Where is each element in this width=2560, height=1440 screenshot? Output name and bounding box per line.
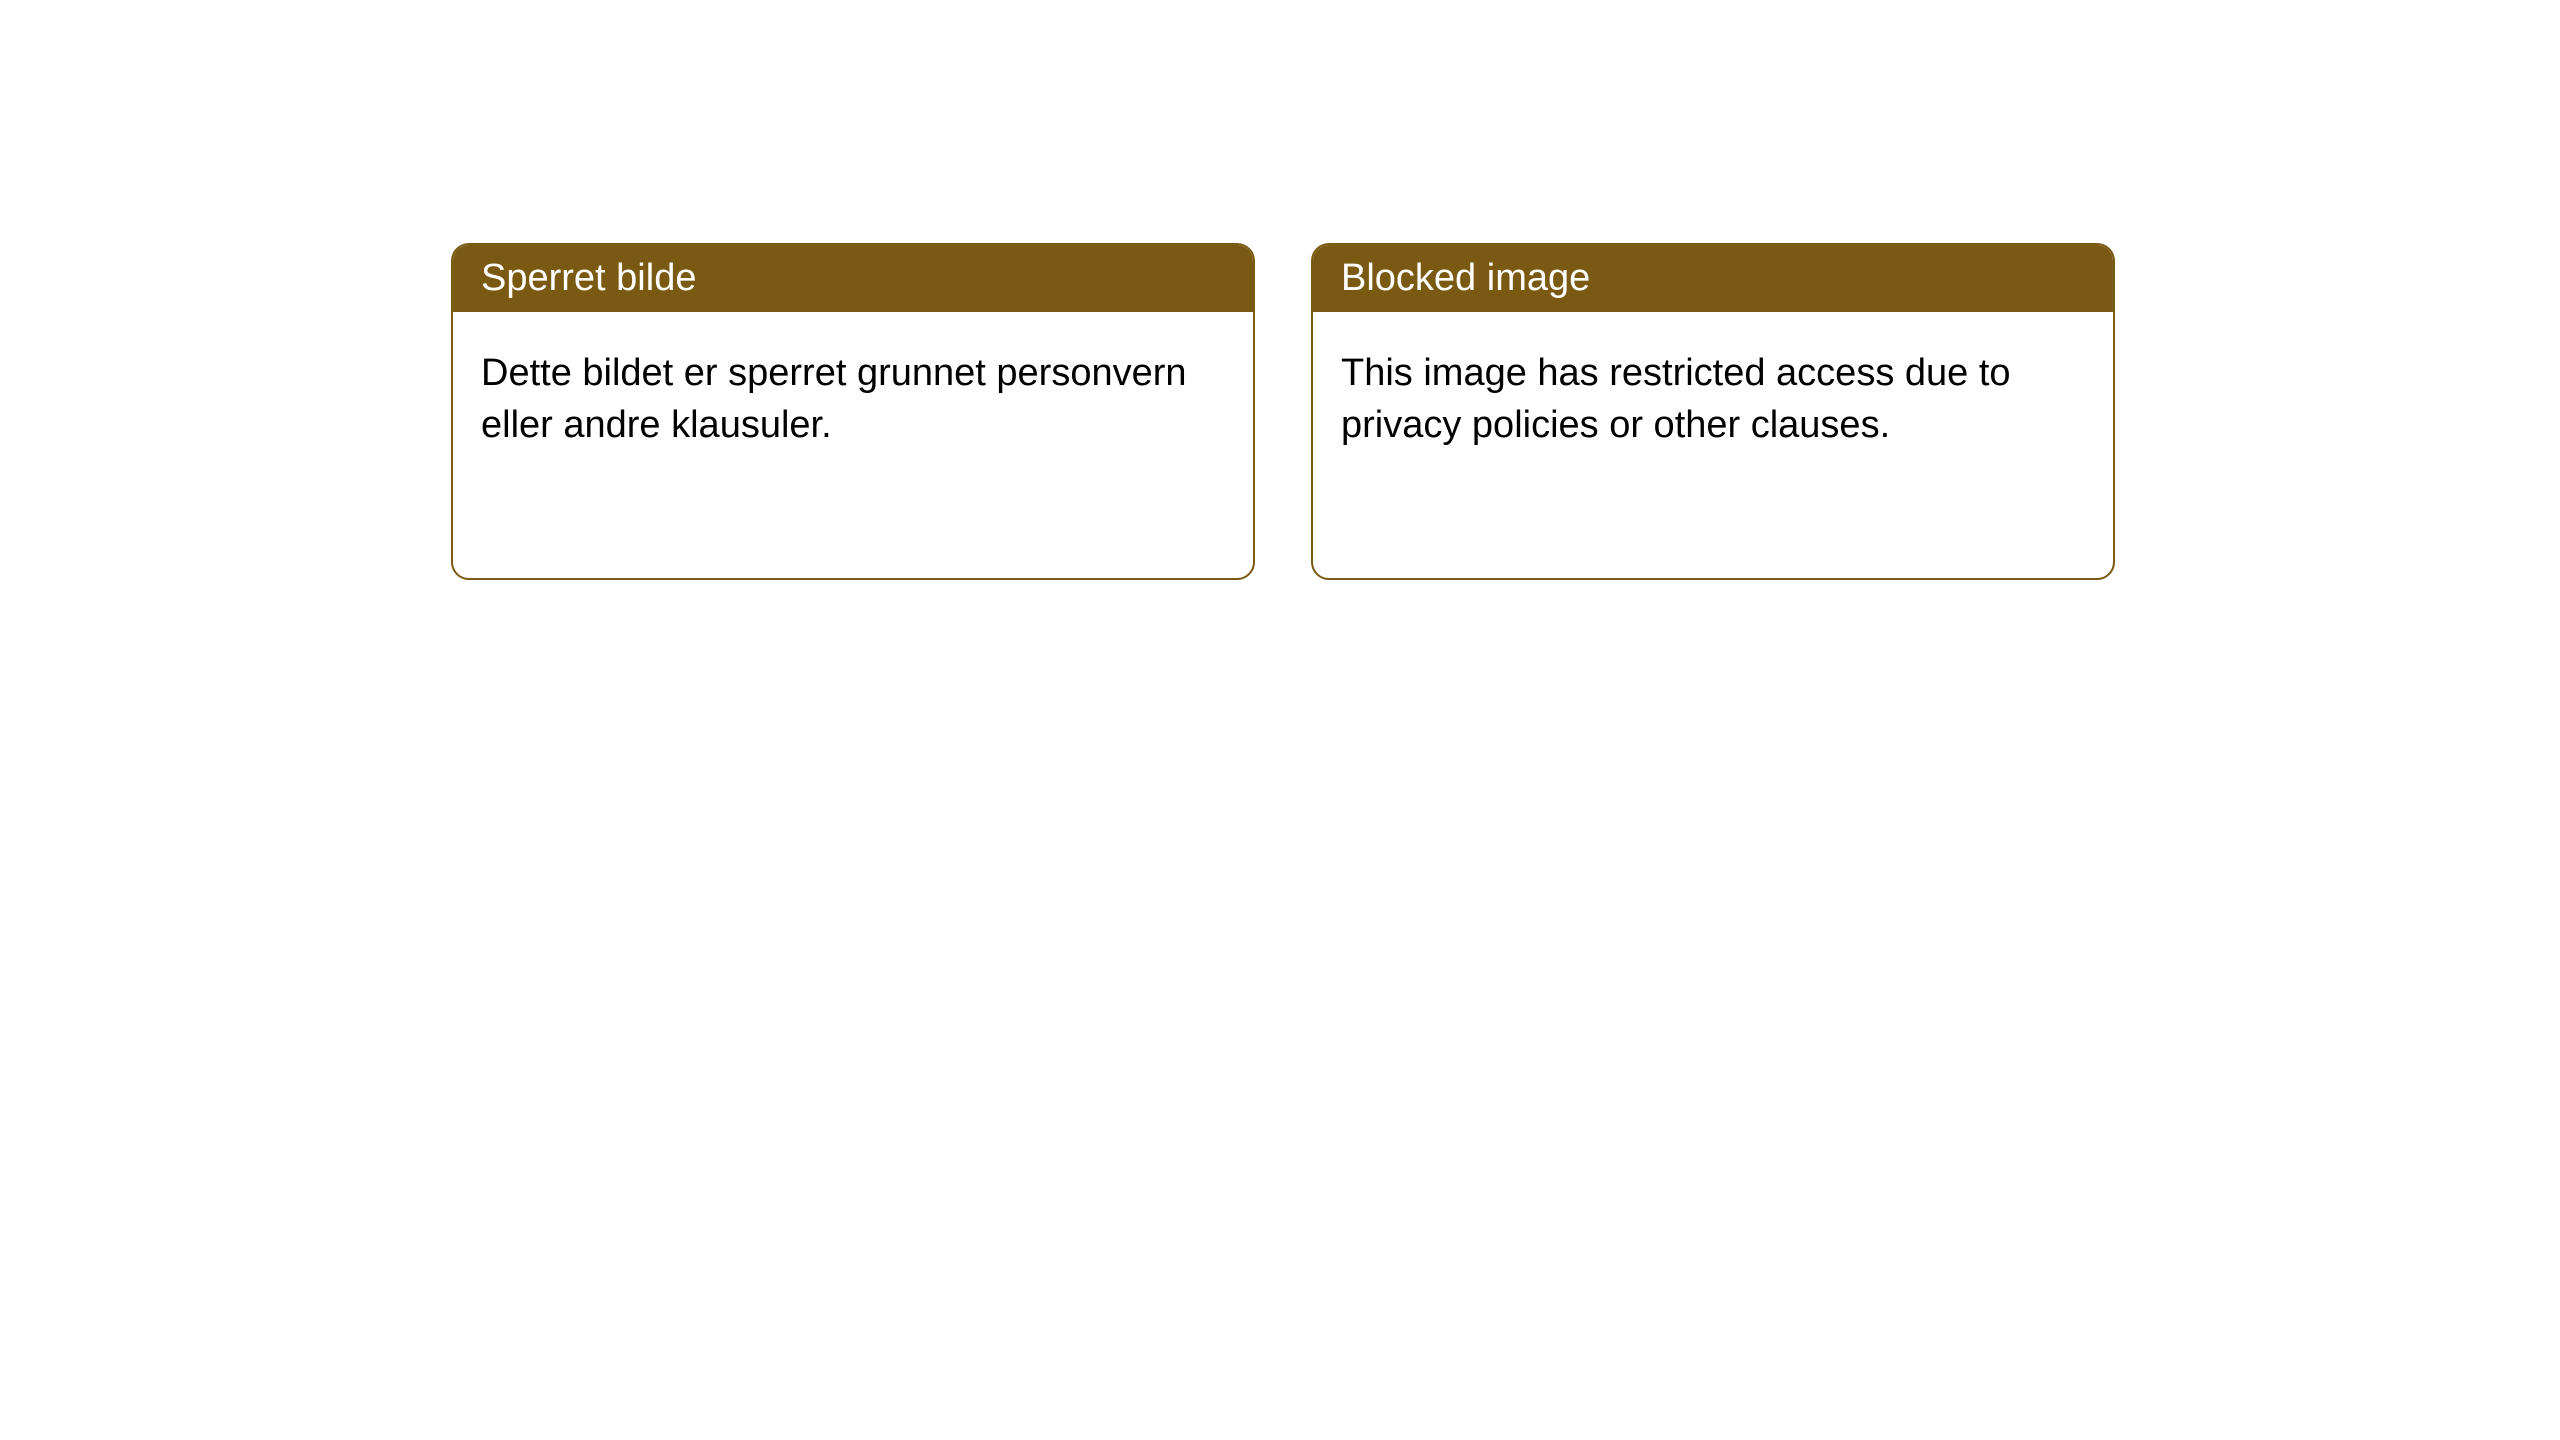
- notice-box-norwegian: Sperret bilde Dette bildet er sperret gr…: [451, 243, 1255, 580]
- notice-body-norwegian: Dette bildet er sperret grunnet personve…: [453, 312, 1253, 487]
- notice-header-norwegian: Sperret bilde: [453, 245, 1253, 312]
- notice-box-english: Blocked image This image has restricted …: [1311, 243, 2115, 580]
- notice-body-english: This image has restricted access due to …: [1313, 312, 2113, 487]
- notice-header-english: Blocked image: [1313, 245, 2113, 312]
- notice-container: Sperret bilde Dette bildet er sperret gr…: [451, 243, 2115, 580]
